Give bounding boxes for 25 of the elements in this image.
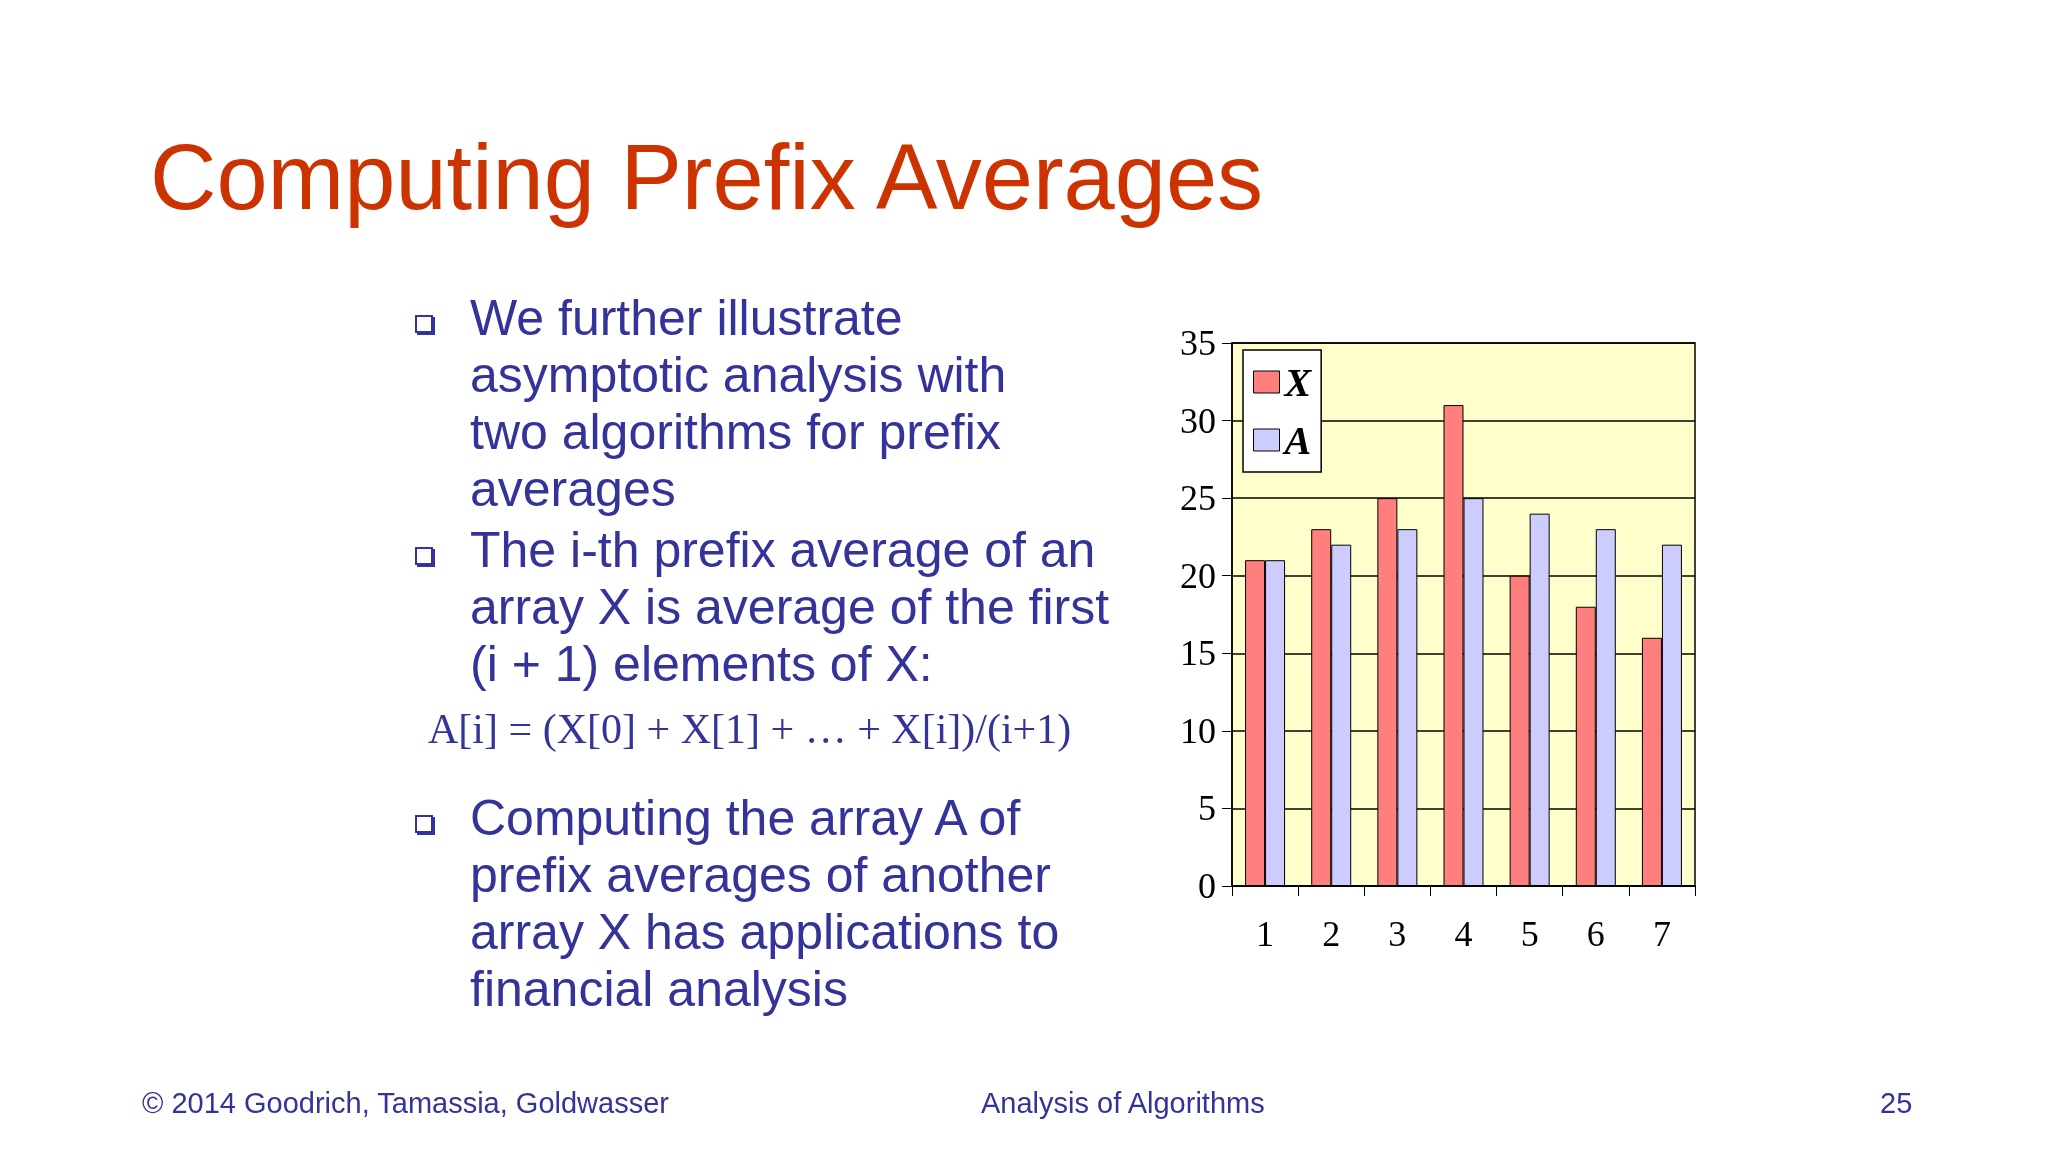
x-tick-label: 7	[1652, 914, 1671, 954]
x-tick-label: 3	[1388, 914, 1407, 954]
x-tick-label: 4	[1454, 914, 1473, 954]
y-tick-label: 5	[1198, 788, 1216, 829]
legend-label: A	[1281, 417, 1312, 463]
x-tick-label: 5	[1520, 914, 1539, 954]
y-tick-label: 10	[1180, 710, 1216, 751]
y-tick-label: 30	[1180, 400, 1216, 441]
text: © 2014 Goodrich, Tamassia, Goldwasser	[142, 1087, 669, 1120]
x-tick-label: 6	[1586, 914, 1605, 954]
y-tick-label: 35	[1180, 323, 1216, 363]
text: We further illustrate asymptotic analysis with two algorithms for prefix averages	[470, 290, 1008, 518]
chart-title: Computing Prefix Averages	[150, 125, 1264, 230]
text: 25	[1880, 1087, 1913, 1120]
y-tick-label: 0	[1198, 866, 1216, 906]
x-tick-label: 2	[1322, 914, 1341, 954]
x-tick-label: 1	[1256, 914, 1275, 954]
legend-label: X	[1282, 359, 1313, 405]
y-tick-label: 25	[1180, 478, 1216, 519]
text: Computing the array A of prefix averages of another array X has applications to financial analysis	[470, 790, 1061, 1018]
text: A[i] = (X[0] + X[1] + … + X[i])/(i+1)	[428, 705, 1072, 753]
y-tick-label: 15	[1180, 633, 1216, 674]
text: The i-th prefix average of an array X is average of the first (i + 1) elements of X:	[470, 522, 1111, 693]
text: Analysis of Algorithms	[981, 1087, 1265, 1120]
y-tick-label: 20	[1180, 555, 1216, 596]
